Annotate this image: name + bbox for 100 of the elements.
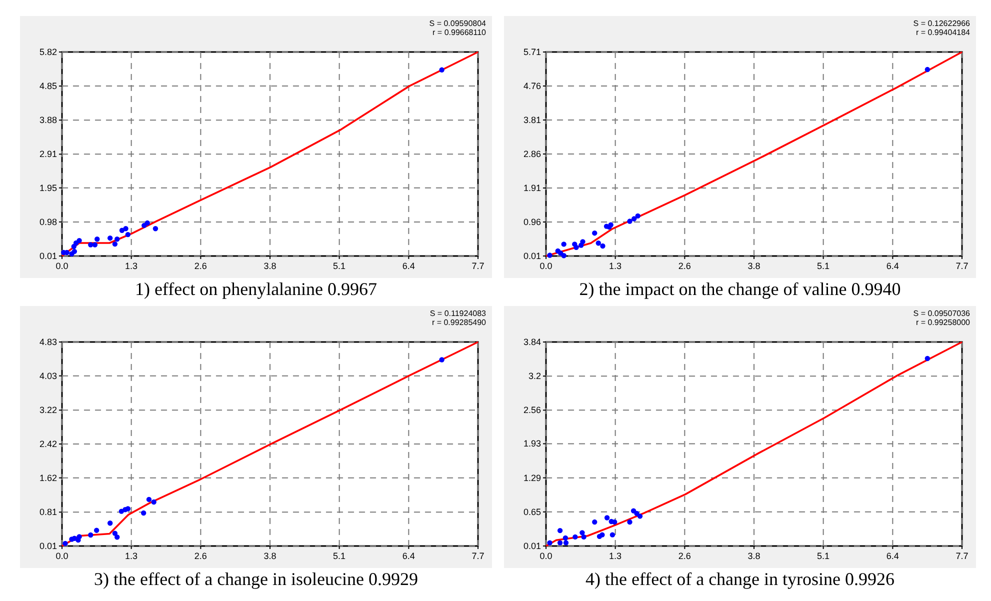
x-tick-label: 2.6 xyxy=(194,261,207,271)
point xyxy=(924,356,930,362)
text: S = 0.09590804 xyxy=(429,19,487,28)
text: 3) the effect of a change in isoleucine 0.9929 xyxy=(94,569,418,589)
text: r = 0.99258000 xyxy=(916,318,971,327)
y-tick-label: 2.42 xyxy=(39,439,57,449)
point xyxy=(600,243,606,249)
text: S = 0.11924083 xyxy=(430,309,487,318)
y-tick-label: 0.96 xyxy=(523,217,541,227)
x-tick-label: 5.1 xyxy=(817,261,830,271)
y-tick-label: 5.82 xyxy=(39,47,57,57)
point xyxy=(612,519,618,525)
point xyxy=(574,244,579,250)
x-tick-label: 0.0 xyxy=(56,261,68,271)
y-tick-label: 0.01 xyxy=(523,541,541,551)
point xyxy=(76,238,82,244)
line-series xyxy=(61,51,479,257)
point xyxy=(604,515,610,520)
point xyxy=(125,232,131,238)
point xyxy=(112,241,118,247)
point xyxy=(596,240,602,246)
x-tick-label: 1.3 xyxy=(125,551,138,561)
y-tick-label: 3.88 xyxy=(39,115,57,126)
point xyxy=(635,213,640,219)
x-tick-label: 5.1 xyxy=(333,261,346,271)
point xyxy=(151,499,156,505)
y-tick-label: 4.85 xyxy=(39,81,57,92)
text: S = 0.12622966 xyxy=(913,19,971,28)
y-tick-label: 3.84 xyxy=(523,337,541,347)
text: r = 0.99668110 xyxy=(432,28,487,37)
y-tick-label: 0.98 xyxy=(39,216,57,227)
point xyxy=(580,530,585,536)
y-tick-label: 1.95 xyxy=(39,182,57,193)
x-tick-label: 7.7 xyxy=(472,261,484,271)
point xyxy=(592,230,598,236)
point xyxy=(94,528,100,533)
text: 4) the effect of a change in tyrosine 0.9926 xyxy=(585,569,895,589)
y-tick-label: 2.56 xyxy=(523,405,541,416)
text: 2) the impact on the change of valine 0.9940 xyxy=(579,279,901,299)
x-tick-label: 7.7 xyxy=(956,551,968,561)
x-tick-label: 3.8 xyxy=(748,261,760,271)
point xyxy=(72,248,78,254)
line-series xyxy=(61,341,479,547)
point xyxy=(627,519,632,525)
x-tick-label: 2.6 xyxy=(678,551,691,561)
point xyxy=(627,218,632,224)
x-tick-label: 1.3 xyxy=(125,261,138,271)
y-tick-label: 0.01 xyxy=(523,251,541,261)
y-tick-label: 0.65 xyxy=(523,506,541,517)
y-tick-label: 1.91 xyxy=(523,183,541,193)
x-tick-label: 7.7 xyxy=(472,551,484,561)
y-tick-label: 5.71 xyxy=(523,47,541,57)
y-tick-label: 3.22 xyxy=(39,405,57,416)
x-tick-label: 0.0 xyxy=(56,551,68,561)
point xyxy=(123,226,128,232)
x-tick-label: 6.4 xyxy=(886,551,899,561)
point xyxy=(114,534,120,540)
point xyxy=(631,216,637,222)
line-series xyxy=(545,51,963,257)
text: S = 0.09507036 xyxy=(913,309,971,318)
x-tick-label: 0.0 xyxy=(540,261,552,271)
y-tick-label: 4.83 xyxy=(39,337,57,347)
point xyxy=(88,532,94,538)
y-tick-label: 2.86 xyxy=(523,149,541,159)
x-tick-label: 3.8 xyxy=(748,551,760,561)
x-tick-label: 5.1 xyxy=(333,551,346,561)
x-tick-label: 3.8 xyxy=(264,261,276,271)
point xyxy=(547,540,552,546)
y-tick-label: 0.81 xyxy=(39,507,57,518)
text: r = 0.99404184 xyxy=(916,28,971,37)
y-tick-label: 2.91 xyxy=(39,149,57,160)
point xyxy=(924,66,930,72)
x-tick-label: 2.6 xyxy=(194,551,207,561)
y-tick-label: 1.29 xyxy=(523,472,541,483)
point xyxy=(125,506,131,512)
text: 1) effect on phenylalanine 0.9967 xyxy=(134,279,378,299)
x-tick-label: 6.4 xyxy=(886,261,899,271)
point xyxy=(557,540,563,546)
point xyxy=(563,540,569,546)
point xyxy=(581,534,586,540)
x-tick-label: 7.7 xyxy=(956,261,968,271)
point xyxy=(572,534,578,540)
point xyxy=(114,236,120,242)
y-tick-label: 4.03 xyxy=(39,370,57,381)
point xyxy=(92,242,98,248)
text: r = 0.99285490 xyxy=(432,318,487,327)
point xyxy=(558,250,564,256)
point xyxy=(144,220,150,226)
point xyxy=(600,532,605,538)
point xyxy=(561,242,566,247)
y-tick-label: 3.2 xyxy=(528,371,541,382)
x-tick-label: 3.8 xyxy=(264,551,276,561)
x-tick-label: 2.6 xyxy=(678,261,691,271)
point xyxy=(107,520,113,526)
point xyxy=(107,235,113,241)
point xyxy=(580,239,586,244)
point xyxy=(88,242,94,248)
point xyxy=(608,222,614,228)
point xyxy=(112,530,118,536)
point xyxy=(439,67,444,73)
